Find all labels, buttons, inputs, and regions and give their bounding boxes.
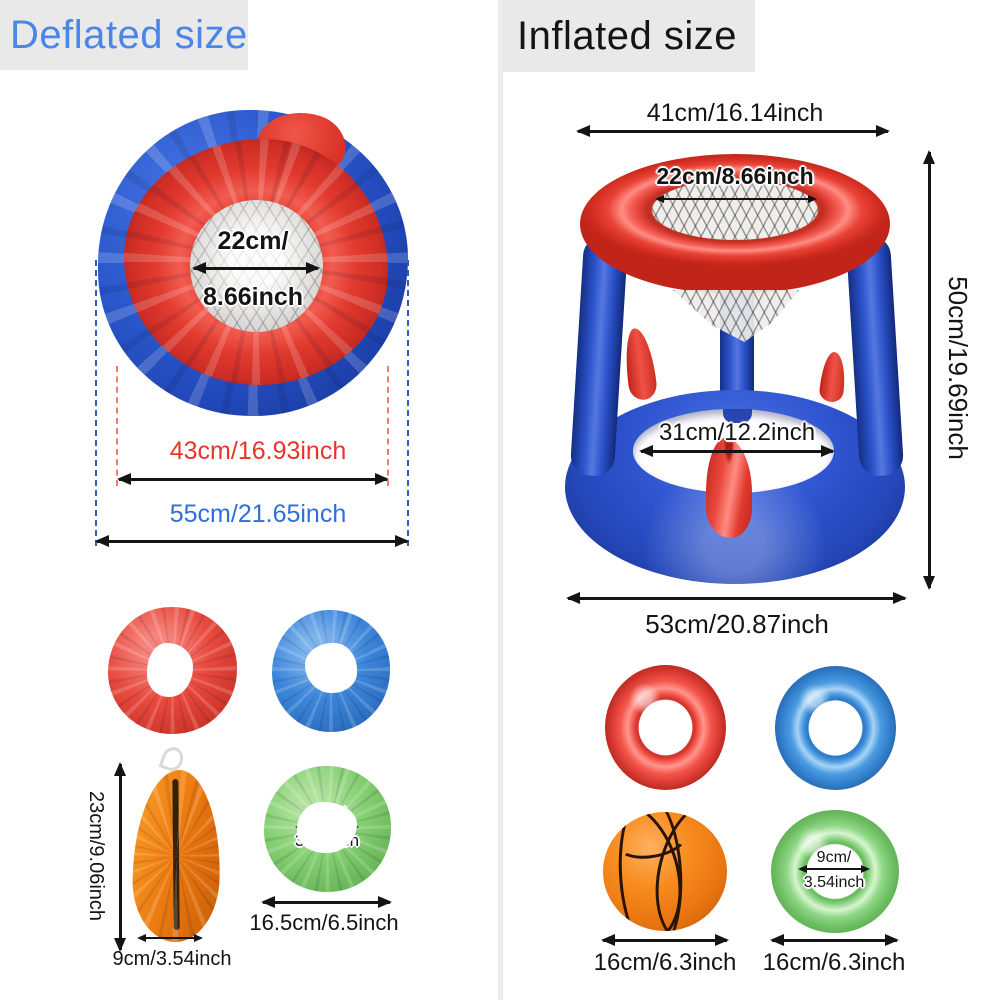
deflated-blue-ring-hole xyxy=(305,643,357,693)
inflated-height-arrow xyxy=(923,150,935,590)
inflated-green-ring-inner-line2: 3.54inch xyxy=(803,874,865,891)
inflated-title: Inflated size xyxy=(503,0,755,72)
inflated-basketball xyxy=(603,812,727,931)
deflated-red-ring-hole xyxy=(147,643,193,697)
deflated-ball xyxy=(131,769,222,943)
deflated-hoop-inner-diameter-line2: 8.66inch xyxy=(202,283,304,311)
inflated-green-ring-inner-arrow xyxy=(798,864,870,873)
inflated-hoop-peg-front xyxy=(706,438,752,538)
inflated-base-inner-label: 31cm/12.2inch xyxy=(658,419,816,446)
inflated-base-width-label: 53cm/20.87inch xyxy=(645,609,829,639)
deflated-title-label: Deflated size xyxy=(10,12,248,57)
deflated-ball-seam xyxy=(172,778,180,930)
deflated-rim-measure-arrow xyxy=(117,473,389,485)
inflated-green-ring xyxy=(771,810,899,933)
basketball-width-label: 16cm/6.3inch xyxy=(593,949,737,976)
ball-width-arrow xyxy=(137,933,203,942)
deflated-outer-measure-arrow xyxy=(95,535,409,547)
inflated-top-width-label: 41cm/16.14inch xyxy=(646,99,824,127)
deflated-blue-ring xyxy=(272,610,390,732)
basketball-width-arrow xyxy=(601,934,729,946)
inflated-top-width-arrow xyxy=(576,125,890,137)
inflated-hoop-peg-back-right xyxy=(818,350,848,404)
inflated-hoop-peg-back-left xyxy=(621,326,659,402)
deflated-green-ring-outer-label: 16.5cm/6.5inch xyxy=(249,910,399,935)
deflated-green-ring xyxy=(264,766,391,892)
inflated-base-inner-arrow xyxy=(639,445,835,457)
deflated-red-ring xyxy=(108,607,237,734)
deflated-rim-measure-label: 43cm/16.93inch xyxy=(169,437,347,465)
deflated-title: Deflated size xyxy=(0,0,248,70)
deflated-outer-measure-label: 55cm/21.65inch xyxy=(169,500,347,528)
deflated-hoop-net xyxy=(190,200,323,332)
inflated-hoop-back-leg-foot xyxy=(723,409,752,423)
deflated-hoop-rim xyxy=(124,139,388,385)
inflated-red-ring xyxy=(605,665,726,790)
ball-height-label: 23cm/9.06inch xyxy=(85,790,107,922)
inflated-title-label: Inflated size xyxy=(517,13,737,58)
inflated-hoop-rim xyxy=(580,154,890,294)
inflated-blue-ring xyxy=(775,666,896,790)
guide-dash-red-right xyxy=(387,366,389,486)
deflated-green-ring-outer-arrow xyxy=(261,896,392,908)
inflated-green-ring-outer-arrow xyxy=(770,934,899,946)
deflated-hoop-inner-diameter-arrow xyxy=(192,262,320,274)
inflated-base-width-arrow xyxy=(566,592,907,604)
inflated-height-label: 50cm/19.69inch xyxy=(943,276,973,460)
deflated-hoop-inner-diameter-line1: 22cm/ xyxy=(217,227,289,255)
guide-dash-red-left xyxy=(116,366,118,486)
guide-dash-blue-right xyxy=(407,260,409,546)
ball-width-label: 9cm/3.54inch xyxy=(112,948,232,970)
panel-divider xyxy=(498,0,503,1000)
inflated-hoop-net xyxy=(673,290,799,342)
deflated-green-ring-hole xyxy=(297,802,357,853)
inflated-green-ring-inner-line1: 9cm/ xyxy=(816,849,852,866)
inflated-green-ring-outer-label: 16cm/6.3inch xyxy=(762,949,906,976)
guide-dash-blue-left xyxy=(95,260,97,546)
ball-height-arrow xyxy=(114,762,126,952)
inflated-rim-inner-label: 22cm/8.66inch xyxy=(656,163,814,189)
inflated-rim-inner-arrow xyxy=(655,194,817,203)
